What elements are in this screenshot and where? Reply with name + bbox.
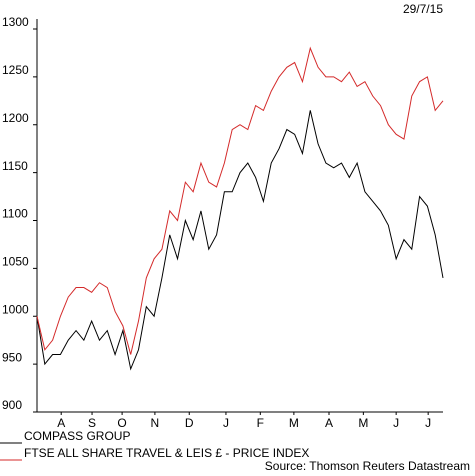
y-tick-label: 1150 [2, 159, 28, 173]
x-tick-label: O [117, 416, 126, 430]
x-tick-label: J [223, 416, 229, 430]
y-tick-label: 1050 [2, 255, 29, 269]
x-tick-label: M [358, 416, 368, 430]
y-tick-label: 950 [2, 350, 22, 364]
x-tick-label: N [151, 416, 160, 430]
y-tick-label: 1300 [2, 15, 29, 29]
legend-label: FTSE ALL SHARE TRAVEL & LEIS £ - PRICE I… [24, 446, 309, 460]
series-line [36, 110, 444, 371]
x-tick-label: M [289, 416, 299, 430]
x-tick-label: F [257, 416, 264, 430]
x-tick-label: J [425, 416, 431, 430]
source: Source: Thomson Reuters Datastream [265, 459, 470, 473]
y-tick-label: 1250 [2, 63, 29, 77]
y-tick-label: 1000 [2, 302, 29, 316]
y-tick-label: 1200 [2, 111, 29, 125]
series-line [36, 46, 444, 355]
y-tick-label: 1100 [2, 207, 28, 221]
x-tick-label: S [88, 416, 96, 430]
date-label: 29/7/15 [403, 2, 443, 16]
y-tick-label: 900 [2, 398, 22, 412]
legend-label: COMPASS GROUP [24, 429, 130, 443]
x-tick-label: A [57, 416, 65, 430]
x-tick-label: D [185, 416, 194, 430]
x-tick-label: J [393, 416, 399, 430]
x-tick-label: A [325, 416, 333, 430]
